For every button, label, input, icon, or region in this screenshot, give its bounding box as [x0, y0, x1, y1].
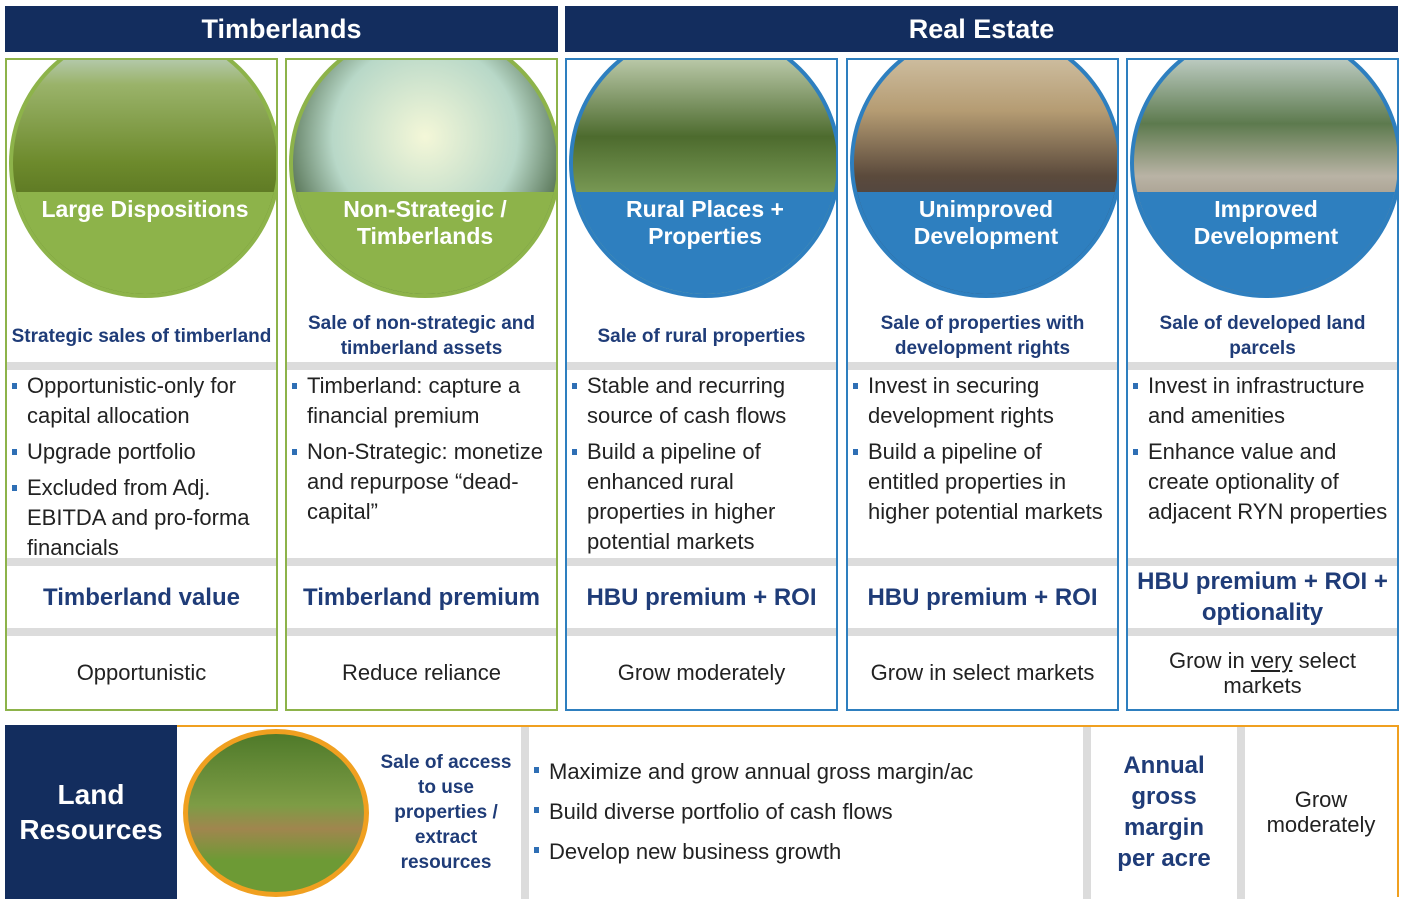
outlook-part: select markets	[1223, 647, 1357, 698]
separator	[1083, 727, 1091, 899]
bullet: Build a pipeline of entitled properties …	[853, 437, 1113, 527]
row-photo	[183, 729, 369, 897]
outlook-part: Grow in	[1168, 647, 1245, 673]
metric: Annual gross margin per acre	[1117, 752, 1211, 872]
outlook-part: very	[1250, 647, 1293, 673]
bullet: Build diverse portfolio of cash flows	[534, 795, 1077, 829]
outlook-text: Opportunistic	[77, 660, 207, 685]
bullet-list: Stable and recurring source of cash flow…	[567, 371, 836, 563]
outlook: Grow in select markets	[848, 636, 1117, 709]
outlook-part: Grow in select markets	[870, 660, 1095, 685]
segment-subtitle: Sale of properties with development righ…	[880, 313, 1085, 359]
outlook: Opportunistic	[7, 636, 276, 709]
segment-photo: Improved Development	[1130, 60, 1397, 298]
bullet-list: Opportunistic-only for capital allocatio…	[7, 371, 276, 569]
separator	[848, 362, 1117, 370]
row-subtitle: Sale of access to use properties / extra…	[380, 751, 512, 873]
separator	[1128, 558, 1397, 566]
land-resources-row: Land Resources Sale of access to use prop…	[5, 725, 1399, 899]
segment-label: Unimproved Development	[913, 196, 1059, 249]
bullet-list: Maximize and grow annual gross margin/ac…	[529, 755, 1081, 875]
segment-photo: Unimproved Development	[850, 60, 1117, 298]
bullet: Upgrade portfolio	[12, 437, 272, 467]
bullet: Maximize and grow annual gross margin/ac	[534, 755, 1077, 789]
outlook-part: Grow moderately	[1266, 787, 1376, 837]
bullet: Invest in securing development rights	[853, 371, 1113, 431]
segment-subtitle: Sale of non-strategic and timberland ass…	[308, 313, 535, 359]
section-header: Real Estate	[565, 6, 1398, 52]
photo-label-band	[854, 192, 1117, 294]
separator	[1237, 727, 1245, 899]
separator	[7, 628, 276, 636]
bullet-list: Invest in securing development rights Bui…	[848, 371, 1117, 533]
segment-photo: Non-Strategic / Timberlands	[289, 60, 556, 298]
segment-subtitle: Strategic sales of timberland	[11, 325, 272, 347]
outlook-text: Grow moderately	[618, 660, 786, 685]
bullet: Opportunistic-only for capital allocatio…	[12, 371, 272, 431]
outlook-text: Grow in select markets	[871, 660, 1095, 685]
segment-subtitle: Sale of rural properties	[597, 325, 806, 347]
outlook-part: Opportunistic	[76, 660, 207, 685]
segment-column: Non-Strategic / Timberlands Sale of non-s…	[285, 58, 558, 711]
bullet: Enhance value and create optionality of …	[1133, 437, 1393, 527]
separator	[7, 362, 276, 370]
segment-photo: Large Dispositions	[9, 60, 276, 298]
segment-label: Large Dispositions	[41, 196, 249, 222]
separator	[1128, 362, 1397, 370]
outlook: Grow in very select markets	[1128, 636, 1397, 709]
bullet: Develop new business growth	[534, 835, 1077, 869]
bullet: Excluded from Adj. EBITDA and pro-forma …	[12, 473, 272, 563]
outlook: Grow moderately	[567, 636, 836, 709]
outlook-text: Grow moderately	[1245, 787, 1397, 837]
separator	[567, 362, 836, 370]
outlook: Grow moderately	[1245, 727, 1397, 897]
segment-column: Large Dispositions Strategic sales of tim…	[5, 58, 278, 711]
segment-column: Improved Development Sale of developed la…	[1126, 58, 1399, 711]
metric: HBU premium + ROI	[586, 583, 817, 611]
separator	[848, 628, 1117, 636]
segment-photo: Rural Places + Properties	[569, 60, 836, 298]
metric: Timberland premium	[303, 583, 540, 611]
row-title: Land Resources	[5, 725, 177, 899]
bullet: Timberland: capture a financial premium	[292, 371, 552, 431]
outlook: Reduce reliance	[287, 636, 556, 709]
photo-label-band	[13, 192, 276, 294]
outlook-text: Grow in very select markets	[1143, 648, 1383, 698]
segment-column: Unimproved Development Sale of properties…	[846, 58, 1119, 711]
bullet: Invest in infrastructure and amenities	[1133, 371, 1393, 431]
bullet: Non-Strategic: monetize and repurpose “d…	[292, 437, 552, 527]
outlook-part: Reduce reliance	[342, 660, 501, 685]
separator	[521, 727, 529, 899]
metric: HBU premium + ROI + optionality	[1137, 568, 1388, 626]
photo-label-band	[1134, 192, 1397, 294]
bullet-list: Timberland: capture a financial premium N…	[287, 371, 556, 533]
photo-label-band	[573, 192, 836, 294]
separator	[7, 558, 276, 566]
segment-column: Rural Places + Properties Sale of rural p…	[565, 58, 838, 711]
separator	[567, 558, 836, 566]
bullet-list: Invest in infrastructure and amenities En…	[1128, 371, 1397, 533]
segment-label: Non-Strategic / Timberlands	[343, 196, 507, 249]
metric: HBU premium + ROI	[867, 583, 1098, 611]
separator	[848, 558, 1117, 566]
bullet: Build a pipeline of enhanced rural prope…	[572, 437, 832, 557]
bullet: Stable and recurring source of cash flow…	[572, 371, 832, 431]
outlook-part: Grow moderately	[617, 660, 786, 685]
segment-label: Improved Development	[1193, 196, 1339, 249]
section-header: Timberlands	[5, 6, 558, 52]
separator	[287, 628, 556, 636]
segment-subtitle: Sale of developed land parcels	[1159, 313, 1366, 359]
segment-label: Rural Places + Properties	[626, 196, 784, 249]
outlook-text: Reduce reliance	[342, 660, 501, 685]
photo-label-band	[293, 192, 556, 294]
separator	[567, 628, 836, 636]
separator	[287, 362, 556, 370]
separator	[287, 558, 556, 566]
metric: Timberland value	[43, 583, 240, 611]
separator	[1128, 628, 1397, 636]
